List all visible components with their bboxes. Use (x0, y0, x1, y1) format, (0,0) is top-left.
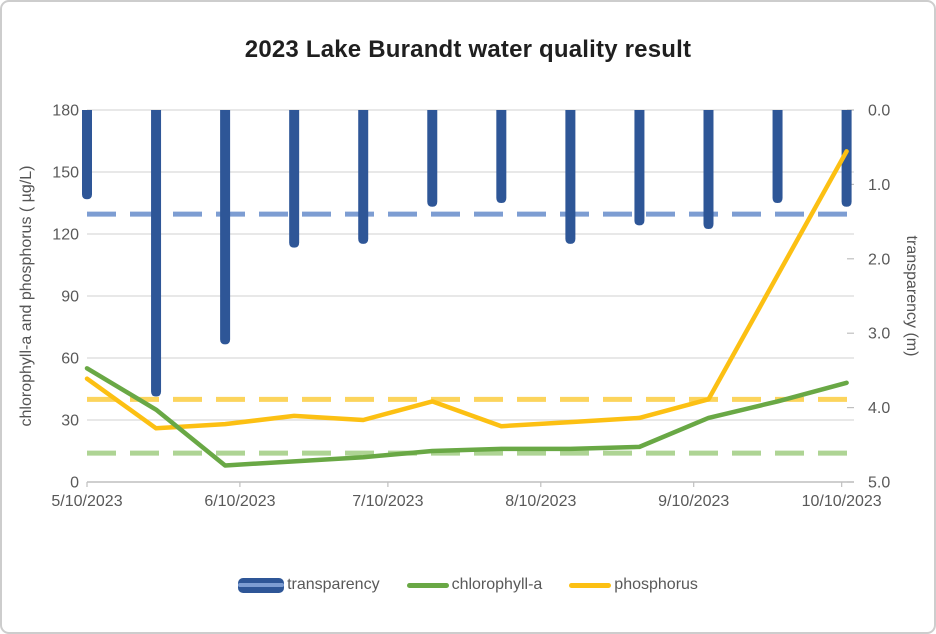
left-axis-tick-label: 60 (61, 351, 79, 368)
phosphorus-line-marker-icon (569, 582, 612, 588)
legend-label-transparency: transparency (287, 576, 380, 593)
transparency-bar (358, 110, 369, 244)
chart-title: 2023 Lake Burandt water quality result (244, 36, 692, 63)
transparency-bar (496, 110, 507, 203)
transparency-bar (427, 110, 438, 207)
x-axis-tick-label: 7/10/2023 (352, 493, 423, 510)
left-axis-tick-label: 30 (61, 413, 79, 430)
x-axis-tick-label: 10/10/2023 (802, 493, 882, 510)
x-axis-tick-label: 5/10/2023 (51, 493, 122, 510)
transparency-line-stripe-icon (238, 583, 285, 587)
legend-label-chlorophyll-a: chlorophyll-a (451, 576, 543, 593)
x-axis-tick-label: 8/10/2023 (505, 493, 576, 510)
transparency-bar (289, 110, 300, 248)
legend: transparency chlorophyll-a phosphorus (2, 576, 934, 594)
right-axis-tick-label: 5.0 (868, 475, 890, 492)
x-axis-tick-label: 6/10/2023 (204, 493, 275, 510)
transparency-bar (82, 110, 92, 200)
right-axis-tick-label: 2.0 (868, 251, 890, 268)
legend-item-chlorophyll-a: chlorophyll-a (406, 576, 543, 594)
x-axis-tick-label: 9/10/2023 (658, 493, 729, 510)
transparency-bar (634, 110, 645, 226)
legend-label-phosphorus: phosphorus (614, 576, 698, 593)
transparency-bar (703, 110, 714, 230)
transparency-bar-marker-icon (238, 577, 285, 593)
phosphorus-line (84, 149, 849, 431)
transparency-bar (841, 110, 852, 207)
transparency-bar (565, 110, 576, 244)
right-axis-tick-label: 0.0 (868, 103, 890, 120)
right-axis-tick-label: 4.0 (868, 400, 890, 417)
transparency-bar (151, 110, 162, 397)
right-axis-tick-label: 3.0 (868, 326, 890, 343)
left-axis-tick-label: 150 (52, 165, 79, 182)
left-axis-tick-label: 180 (52, 103, 79, 120)
left-axis-tick-label: 0 (70, 475, 79, 492)
transparency-bar (220, 110, 231, 345)
left-axis-tick-label: 90 (61, 289, 79, 306)
right-axis-tick-label: 1.0 (868, 177, 890, 194)
transparency-bar (772, 110, 783, 203)
legend-item-phosphorus: phosphorus (569, 576, 698, 594)
chlorophyll-a-line-marker-icon (406, 582, 449, 588)
chlorophyll-a-line (84, 366, 849, 468)
left-axis-tick-label: 120 (52, 227, 79, 244)
legend-item-transparency: transparency (238, 576, 380, 594)
